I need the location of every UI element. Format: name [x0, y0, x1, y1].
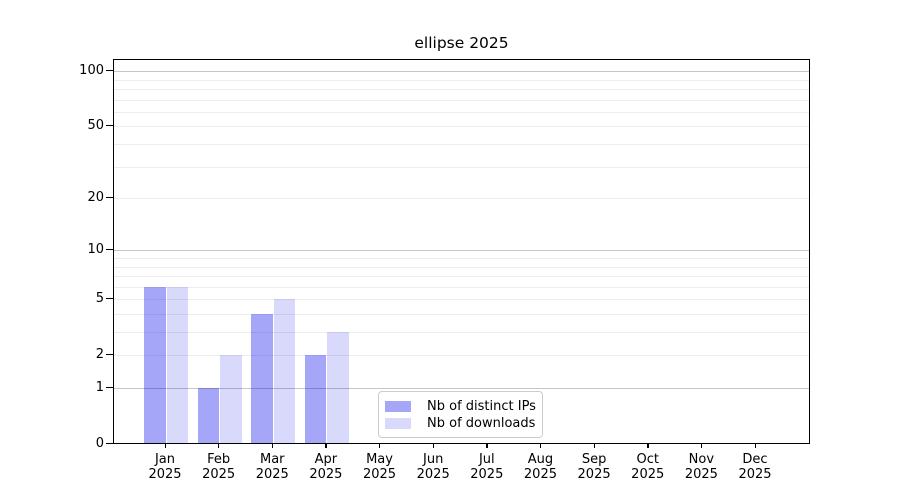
x-tick-label-nov: Nov 2025: [684, 452, 718, 482]
x-tick-feb: [218, 443, 220, 448]
minor-gridline-y-8: [114, 266, 809, 268]
x-tick-may: [379, 443, 381, 448]
x-tick-label-aug: Aug 2025: [523, 452, 557, 482]
minor-gridline-y-40: [114, 144, 809, 145]
plot-area: [113, 59, 810, 444]
x-tick-label-sep: Sep 2025: [577, 452, 611, 482]
minor-gridline-y-2: [114, 355, 809, 357]
y-tick-label-5: 5: [95, 290, 104, 306]
bar-distinct-ips-apr: [304, 355, 327, 443]
x-tick-jan: [164, 443, 166, 448]
x-tick-label-jul: Jul 2025: [470, 452, 504, 482]
major-gridline-y-1: [114, 388, 809, 389]
y-tick-2: [106, 353, 113, 356]
y-tick-0: [106, 442, 113, 444]
bar-downloads-jan: [166, 286, 188, 443]
minor-gridline-y-5: [114, 299, 809, 301]
minor-gridline-y-9: [114, 257, 809, 259]
legend: Nb of distinct IPs Nb of downloads: [378, 391, 543, 438]
major-gridline-y-10: [114, 250, 809, 252]
y-tick-label-2: 2: [95, 346, 104, 362]
minor-gridline-y-6: [114, 286, 809, 288]
x-tick-oct: [647, 443, 649, 448]
legend-label-downloads: Nb of downloads: [427, 416, 536, 431]
x-tick-label-mar: Mar 2025: [255, 452, 289, 482]
y-tick-100: [106, 69, 113, 71]
minor-gridline-y-7: [114, 276, 809, 278]
minor-gridline-y-80: [114, 89, 809, 90]
legend-label-distinct-ips: Nb of distinct IPs: [427, 399, 536, 414]
x-tick-label-may: May 2025: [362, 452, 397, 482]
x-tick-label-dec: Dec 2025: [738, 452, 772, 482]
y-tick-label-1: 1: [95, 379, 104, 395]
x-tick-dec: [754, 443, 756, 448]
legend-item-distinct-ips: Nb of distinct IPs: [385, 398, 536, 415]
bar-distinct-ips-jan: [144, 286, 166, 443]
y-tick-label-50: 50: [87, 117, 104, 133]
x-tick-label-apr: Apr 2025: [309, 452, 343, 482]
y-tick-10: [106, 248, 113, 251]
x-tick-label-oct: Oct 2025: [631, 452, 665, 482]
y-tick-50: [106, 124, 113, 127]
x-tick-label-jun: Jun 2025: [416, 452, 450, 482]
y-tick-1: [106, 386, 113, 388]
chart-title: ellipse 2025: [414, 34, 509, 52]
x-tick-aug: [539, 443, 542, 448]
bar-downloads-apr: [327, 332, 349, 443]
bar-downloads-feb: [220, 355, 242, 443]
bar-downloads-mar: [273, 299, 296, 443]
x-tick-label-jan: Jan 2025: [148, 452, 182, 482]
minor-gridline-y-4: [114, 313, 809, 315]
y-tick-label-0: 0: [95, 435, 104, 451]
y-tick-label-100: 100: [79, 62, 104, 78]
y-tick-label-10: 10: [87, 241, 104, 257]
x-tick-jun: [432, 443, 434, 448]
y-tick-label-20: 20: [87, 189, 104, 205]
minor-gridline-y-20: [114, 198, 809, 200]
x-tick-sep: [593, 443, 595, 448]
bar-distinct-ips-mar: [251, 313, 273, 443]
x-tick-apr: [325, 443, 327, 448]
x-tick-jul: [486, 443, 488, 448]
major-gridline-y-100: [114, 71, 809, 73]
bar-distinct-ips-feb: [197, 388, 220, 443]
minor-gridline-y-70: [114, 99, 809, 101]
legend-swatch-distinct-ips: [385, 401, 411, 412]
minor-gridline-y-60: [114, 111, 809, 113]
y-tick-20: [106, 196, 113, 198]
minor-gridline-y-3: [114, 332, 809, 333]
legend-swatch-downloads: [385, 418, 411, 429]
minor-gridline-y-90: [114, 79, 809, 81]
minor-gridline-y-50: [114, 126, 809, 128]
minor-gridline-y-30: [114, 166, 809, 168]
y-tick-5: [106, 297, 113, 300]
x-tick-label-feb: Feb 2025: [202, 452, 236, 482]
x-tick-mar: [271, 443, 274, 448]
x-tick-nov: [700, 443, 703, 448]
legend-item-downloads: Nb of downloads: [385, 415, 536, 432]
